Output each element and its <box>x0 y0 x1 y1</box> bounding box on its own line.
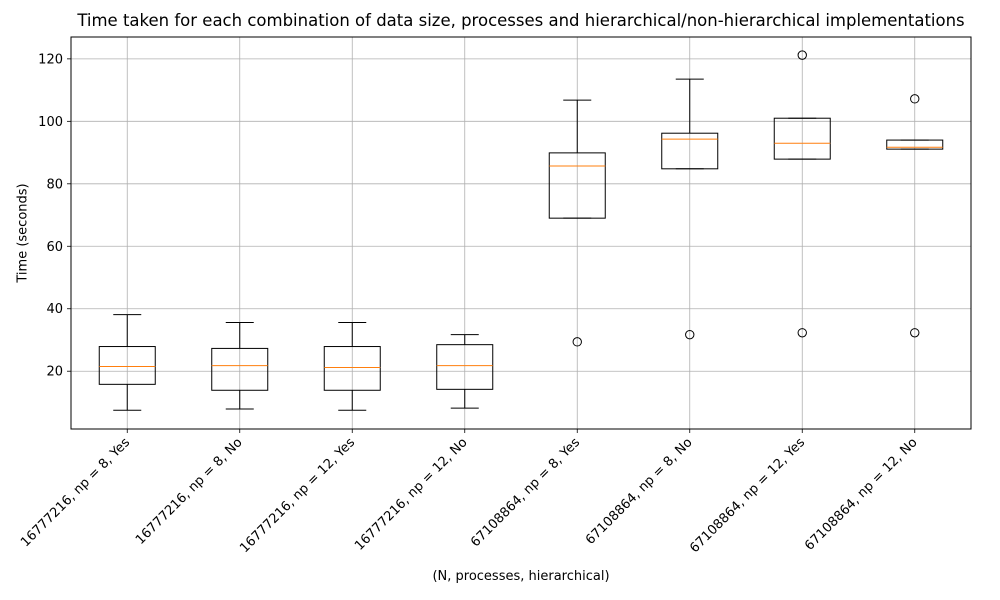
y-tick-label: 60 <box>46 240 63 255</box>
y-axis: 20 40 60 80 100 120 <box>38 52 71 380</box>
box <box>548 152 606 219</box>
y-tick-label: 20 <box>46 365 63 380</box>
x-tick-label: 67108864, np = 12, No <box>802 435 921 554</box>
box-group <box>98 314 156 411</box>
box-group <box>661 78 719 340</box>
flier <box>797 328 807 338</box>
box-group <box>886 94 944 338</box>
y-tick-label: 120 <box>38 52 63 67</box>
box-group <box>773 50 831 338</box>
x-axis: 16777216, np = 8, Yes 16777216, np = 8, N… <box>18 429 921 556</box>
x-axis-label: (N, processes, hierarchical) <box>432 569 610 584</box>
flier <box>572 337 582 347</box>
y-tick-label: 80 <box>46 177 63 192</box>
y-axis-label: Time (seconds) <box>15 183 31 283</box>
box <box>436 344 494 390</box>
plot-frame <box>70 36 972 430</box>
chart-title: Time taken for each combination of data … <box>77 11 965 30</box>
x-tick-label: 67108864, np = 8, No <box>583 435 696 548</box>
x-tick-label: 16777216, np = 8, Yes <box>18 435 133 550</box>
flier <box>797 50 807 60</box>
x-tick-label: 67108864, np = 8, Yes <box>468 435 583 550</box>
box-group <box>323 321 381 411</box>
y-tick-label: 100 <box>38 115 63 130</box>
box <box>886 139 944 150</box>
x-tick-label: 16777216, np = 12, No <box>352 435 471 554</box>
box <box>323 346 381 391</box>
x-tick-label: 16777216, np = 12, Yes <box>237 435 358 556</box>
box-group <box>436 334 494 409</box>
flier <box>910 94 920 104</box>
x-tick-label: 67108864, np = 12, Yes <box>687 435 808 556</box>
grid <box>71 37 971 429</box>
box-group <box>211 321 269 410</box>
x-tick-label: 16777216, np = 8, No <box>133 435 246 548</box>
flier <box>910 328 920 338</box>
box <box>661 132 719 170</box>
flier <box>685 329 695 340</box>
box <box>773 117 831 160</box>
box <box>211 347 269 391</box>
y-tick-label: 40 <box>46 302 63 317</box>
box-group <box>548 99 606 347</box>
box <box>98 346 156 385</box>
boxes <box>98 50 944 411</box>
